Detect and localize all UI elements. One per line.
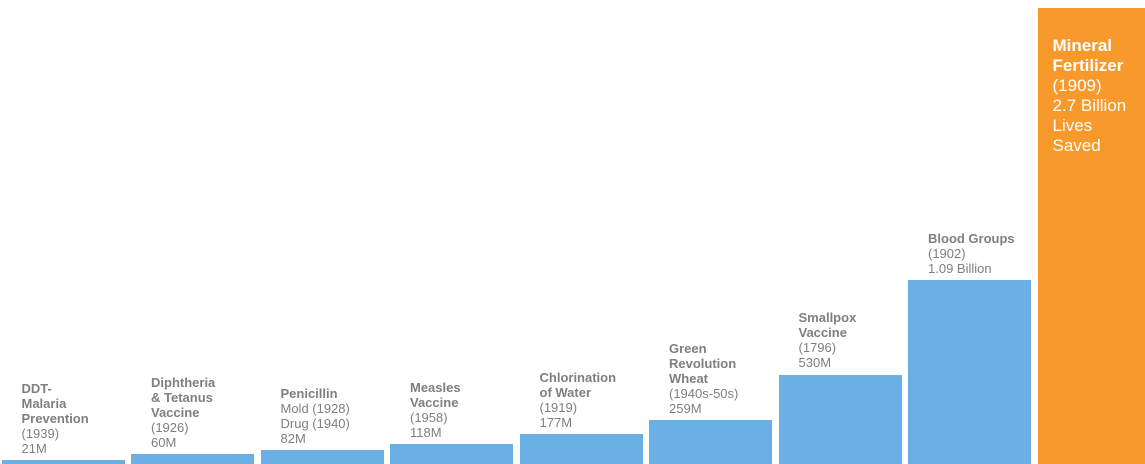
bar-4 [519, 434, 643, 464]
bar-label-detail-5-1: 259M [669, 401, 702, 417]
bar-label-detail-2-1: Drug (1940) [280, 416, 350, 432]
bar-label-name-8-1: Fertilizer [1052, 56, 1124, 75]
bar-label-detail-8-2: Lives [1052, 116, 1093, 135]
bar-label-detail-0-1: 21M [21, 441, 47, 457]
bar-label-name-4-0: Chlorination [539, 370, 617, 386]
bar-label-name-1-0: Diphtheria [151, 374, 216, 390]
bar-label-detail-1-0: (1926) [151, 419, 189, 435]
bar-label-name-8-0: Mineral [1052, 36, 1113, 55]
bar-label-7: Blood Groups (1902) 1.09 Billion [928, 231, 1027, 276]
bar-2 [260, 450, 384, 464]
bar-label-name-0-1: Malaria [21, 396, 67, 412]
bar-label-name-1-1: & Tetanus [151, 389, 213, 405]
bar-label-detail-4-0: (1919) [539, 400, 578, 416]
bar-label-detail-2-2: 82M [280, 431, 306, 447]
bar-0 [1, 460, 125, 464]
bar-label-3: Measles Vaccine (1958) 118M [410, 380, 509, 440]
bar-label-detail-7-0: (1902) [928, 245, 966, 261]
bar-8 [1037, 8, 1145, 464]
bar-label-name-4-1: of Water [539, 385, 592, 401]
bar-label-1: Diphtheria & Tetanus Vaccine (1926) 60M [151, 375, 250, 450]
bar-label-0: DDT- Malaria Prevention (1939) 21M [22, 381, 121, 456]
bar-label-name-0-2: Prevention [21, 411, 89, 427]
bar-label-4: Chlorination of Water (1919) 177M [540, 370, 639, 430]
bar-label-name-3-0: Measles [410, 380, 461, 396]
bar-label-name-7-0: Blood Groups [928, 230, 1015, 246]
bar-label-detail-2-0: Mold (1928) [280, 401, 350, 417]
bar-label-detail-7-1: 1.09 Billion [928, 260, 992, 276]
bar-label-name-1-2: Vaccine [151, 404, 200, 420]
bar-label-name-3-1: Vaccine [410, 395, 459, 411]
bar-label-detail-6-0: (1796) [798, 340, 837, 356]
bar-6 [778, 374, 902, 464]
bar-label-detail-0-0: (1939) [21, 426, 60, 442]
bar-label-8: Mineral Fertilizer (1909) 2.7 Billion Lives S… [1053, 36, 1137, 156]
bar-label-2: Penicillin Mold (1928) Drug (1940) 82M [281, 386, 380, 446]
bar-label-5: Green Revolution Wheat (1940s-50s) 259M [669, 341, 768, 416]
bar-label-detail-4-1: 177M [539, 415, 573, 431]
bar-label-detail-3-1: 118M [410, 425, 442, 441]
bar-label-name-6-1: Vaccine [798, 325, 847, 341]
bar-label-name-5-0: Green [669, 341, 707, 357]
bar-1 [131, 453, 254, 464]
bar-label-6: Smallpox Vaccine (1796) 530M [799, 310, 898, 370]
bar-label-name-5-1: Revolution [669, 356, 737, 372]
bar-3 [390, 444, 513, 464]
bar-label-name-6-0: Smallpox [798, 310, 857, 326]
bar-label-detail-1-1: 60M [151, 434, 177, 450]
bar-label-name-2-0: Penicillin [280, 386, 338, 402]
bar-label-detail-6-1: 530M [798, 355, 832, 371]
bar-label-name-5-2: Wheat [669, 371, 708, 387]
bar-label-detail-8-0: (1909) [1052, 76, 1102, 95]
bar-label-detail-3-0: (1958) [410, 410, 448, 426]
bar-7 [908, 279, 1031, 464]
bar-label-detail-5-0: (1940s-50s) [669, 386, 739, 402]
bar-label-name-0-0: DDT- [21, 381, 52, 397]
bar-label-detail-8-3: Saved [1052, 136, 1101, 155]
bar-5 [649, 420, 772, 464]
bar-label-detail-8-1: 2.7 Billion [1052, 96, 1127, 115]
